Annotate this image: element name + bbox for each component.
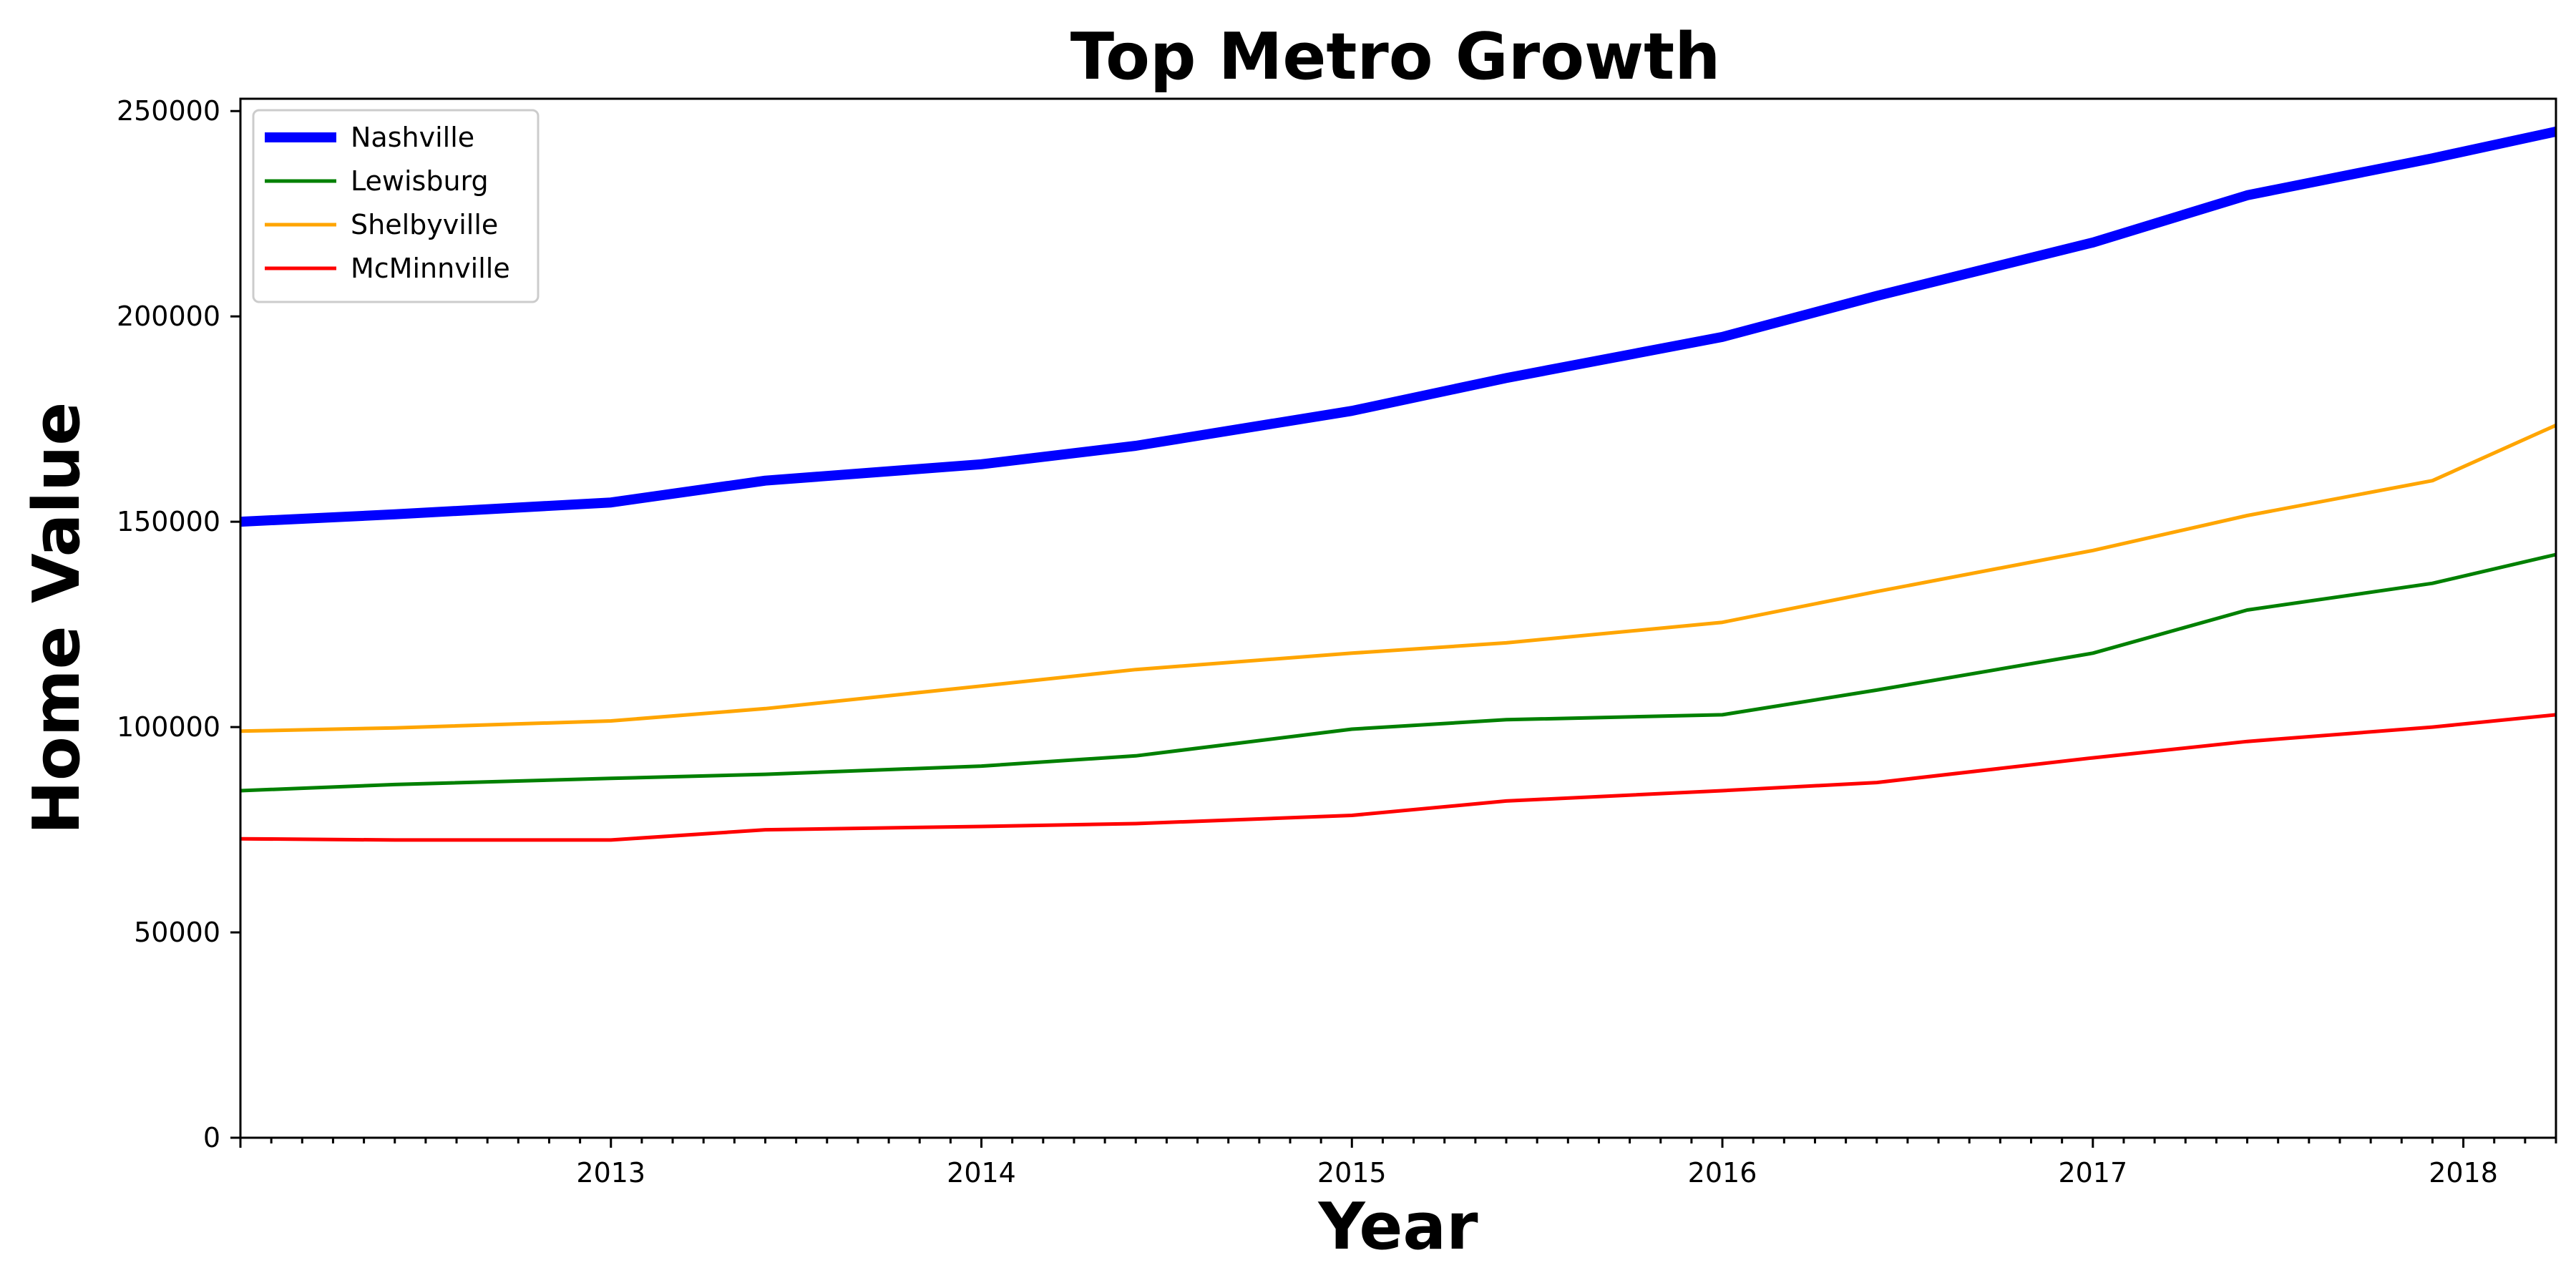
legend-box xyxy=(252,109,540,303)
series-line-lewisburg xyxy=(240,552,2557,793)
x-tick-label: 2013 xyxy=(576,1157,645,1189)
series-line-shelbyville xyxy=(240,424,2557,733)
y-tick-label: 250000 xyxy=(117,95,220,127)
legend-label-lewisburg: Lewisburg xyxy=(351,165,489,197)
legend: Nashville Lewisburg Shelbyville McMinnville xyxy=(252,109,540,303)
x-axis: 2013 2014 2015 2016 2017 2018 xyxy=(239,1138,2557,1189)
series-layer xyxy=(240,127,2557,842)
x-tick-label: 2015 xyxy=(1317,1157,1387,1189)
legend-label-nashville: Nashville xyxy=(351,122,474,153)
y-tick-label: 50000 xyxy=(134,917,220,948)
x-tick-label: 2018 xyxy=(2429,1157,2498,1189)
y-tick-label: 100000 xyxy=(117,711,220,743)
x-tick-label: 2017 xyxy=(2058,1157,2127,1189)
x-axis-label: Year xyxy=(1317,1189,1478,1264)
x-tick-label: 2014 xyxy=(947,1157,1016,1189)
y-tick-label: 0 xyxy=(203,1122,220,1153)
chart-title: Top Metro Growth xyxy=(1070,19,1721,94)
y-tick-label: 200000 xyxy=(117,301,220,332)
x-tick-label: 2016 xyxy=(1688,1157,1757,1189)
y-axis-label: Home Value xyxy=(19,402,94,835)
y-tick-label: 150000 xyxy=(117,506,220,537)
y-axis: 0 50000 100000 150000 200000 250000 xyxy=(117,95,240,1153)
legend-label-mcminnville: McMinnville xyxy=(351,253,510,284)
series-line-nashville xyxy=(240,127,2557,527)
series-line-mcminnville xyxy=(240,713,2557,842)
plot-frame xyxy=(239,97,2557,1139)
legend-label-shelbyville: Shelbyville xyxy=(351,209,498,240)
